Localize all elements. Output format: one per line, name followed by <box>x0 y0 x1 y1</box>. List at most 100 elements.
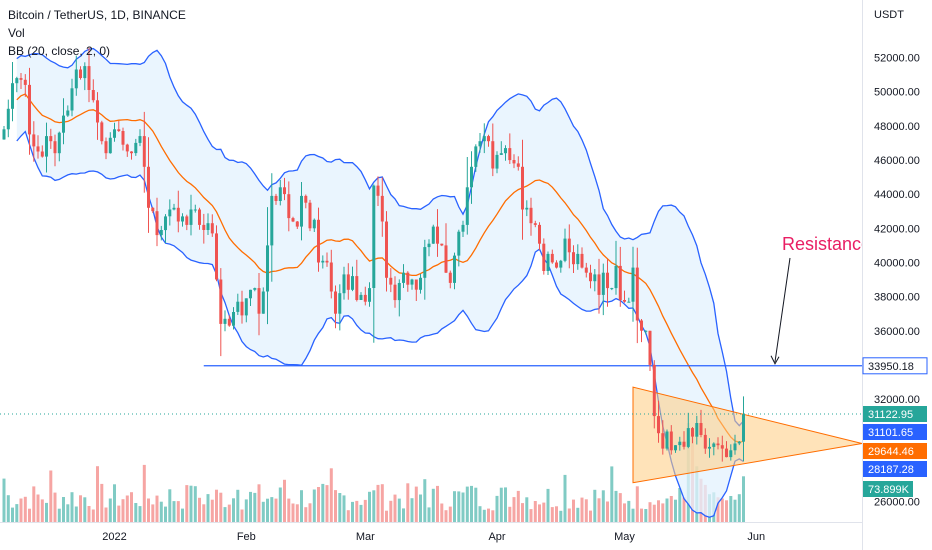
volume-bar <box>338 493 342 522</box>
candle-body <box>40 151 44 157</box>
candle-body <box>402 272 405 283</box>
candle-body <box>28 84 31 135</box>
volume-bar <box>465 486 469 522</box>
candle-body <box>172 207 176 210</box>
volume-bar <box>521 503 524 522</box>
volume-bar <box>287 498 291 522</box>
bollinger-legend[interactable]: BB (20, close, 2, 0) <box>8 44 111 58</box>
time-axis[interactable]: 2022 Feb Mar Apr May Jun <box>0 522 862 550</box>
volume-bar <box>448 506 452 522</box>
candle-body <box>674 445 677 451</box>
candle-body <box>716 443 720 446</box>
candle-body <box>597 274 601 295</box>
volume-bar <box>189 485 193 522</box>
candle-body <box>678 441 682 446</box>
volume-bar <box>682 497 686 523</box>
volume-legend[interactable]: Vol <box>8 26 25 40</box>
volume-bar <box>550 507 554 522</box>
volume-bar <box>631 508 635 522</box>
volume-bar <box>168 489 172 522</box>
candle-body <box>308 202 312 229</box>
price-axis-unit: USDT <box>874 9 904 21</box>
candle-body <box>138 136 142 143</box>
volume-bar <box>618 493 622 522</box>
candle-body <box>618 265 622 300</box>
volume-bar <box>6 495 10 522</box>
candle-body <box>70 88 74 111</box>
candle-body <box>312 219 316 229</box>
volume-bar <box>584 499 588 522</box>
volume-bar <box>406 483 410 522</box>
volume-bar <box>423 479 427 522</box>
volume-bar <box>45 502 48 522</box>
volume-bar <box>19 498 23 522</box>
candle-body <box>737 441 741 444</box>
candle-body <box>91 90 95 101</box>
candle-body <box>431 226 435 244</box>
candle-body <box>278 187 282 201</box>
candle-body <box>661 433 665 449</box>
candle-body <box>49 136 53 142</box>
volume-bar <box>278 487 282 522</box>
volume-bar <box>325 485 329 522</box>
candle-body <box>36 146 40 152</box>
candle-body <box>147 166 150 208</box>
bollinger-basis-line <box>16 93 744 443</box>
volume-bar <box>661 503 665 522</box>
candle-body <box>499 153 503 155</box>
candle-body <box>32 134 36 147</box>
candle-body <box>83 66 87 79</box>
candle-body <box>453 255 456 283</box>
candle-body <box>533 223 537 225</box>
candle-body <box>580 253 584 268</box>
volume-bar <box>36 494 40 522</box>
candle-body <box>338 293 342 314</box>
volume-bar <box>674 499 677 522</box>
candle-body <box>444 245 448 273</box>
volume-bar <box>244 499 248 522</box>
volume-bar <box>559 510 563 522</box>
volume-bar <box>308 503 312 522</box>
candle-body <box>555 262 558 268</box>
candle-body <box>427 243 431 248</box>
volume-bar <box>533 501 537 522</box>
candle-body <box>627 301 631 303</box>
volume-bar <box>261 501 265 522</box>
volume-bar <box>729 496 733 522</box>
volume-bar <box>499 487 503 522</box>
volume-bar <box>100 483 104 522</box>
volume-bar <box>159 501 163 522</box>
volume-bar <box>372 490 376 522</box>
volume-bar <box>665 498 669 522</box>
volume-bar <box>87 506 91 522</box>
volume-bar <box>138 506 142 522</box>
volume-bar <box>91 509 95 522</box>
candle-body <box>168 209 172 217</box>
candle-body <box>79 69 82 78</box>
candle-body <box>23 79 27 85</box>
volume-bar <box>227 504 231 522</box>
candle-body <box>223 318 227 324</box>
price-tick-label: 50000.00 <box>874 87 920 99</box>
symbol-title[interactable]: Bitcoin / TetherUS, 1D, BINANCE <box>8 8 186 22</box>
volume-bar <box>79 495 82 522</box>
candle-body <box>155 211 159 236</box>
candle-body <box>104 141 108 154</box>
volume-bar <box>567 508 571 522</box>
candle-body <box>193 209 197 211</box>
volume-bar <box>601 490 605 522</box>
candle-body <box>669 431 673 451</box>
volume-bar <box>283 479 286 522</box>
candle-body <box>682 441 686 447</box>
time-tick-label: Jun <box>747 531 765 543</box>
candle-body <box>181 216 184 222</box>
volume-bar <box>291 503 295 522</box>
price-tick-label: 46000.00 <box>874 155 920 167</box>
candle-body <box>584 267 588 273</box>
candle-body <box>623 300 626 302</box>
volume-bar <box>193 486 197 522</box>
volume-bar <box>525 497 529 522</box>
candle-body <box>708 446 711 449</box>
candle-body <box>363 294 367 302</box>
